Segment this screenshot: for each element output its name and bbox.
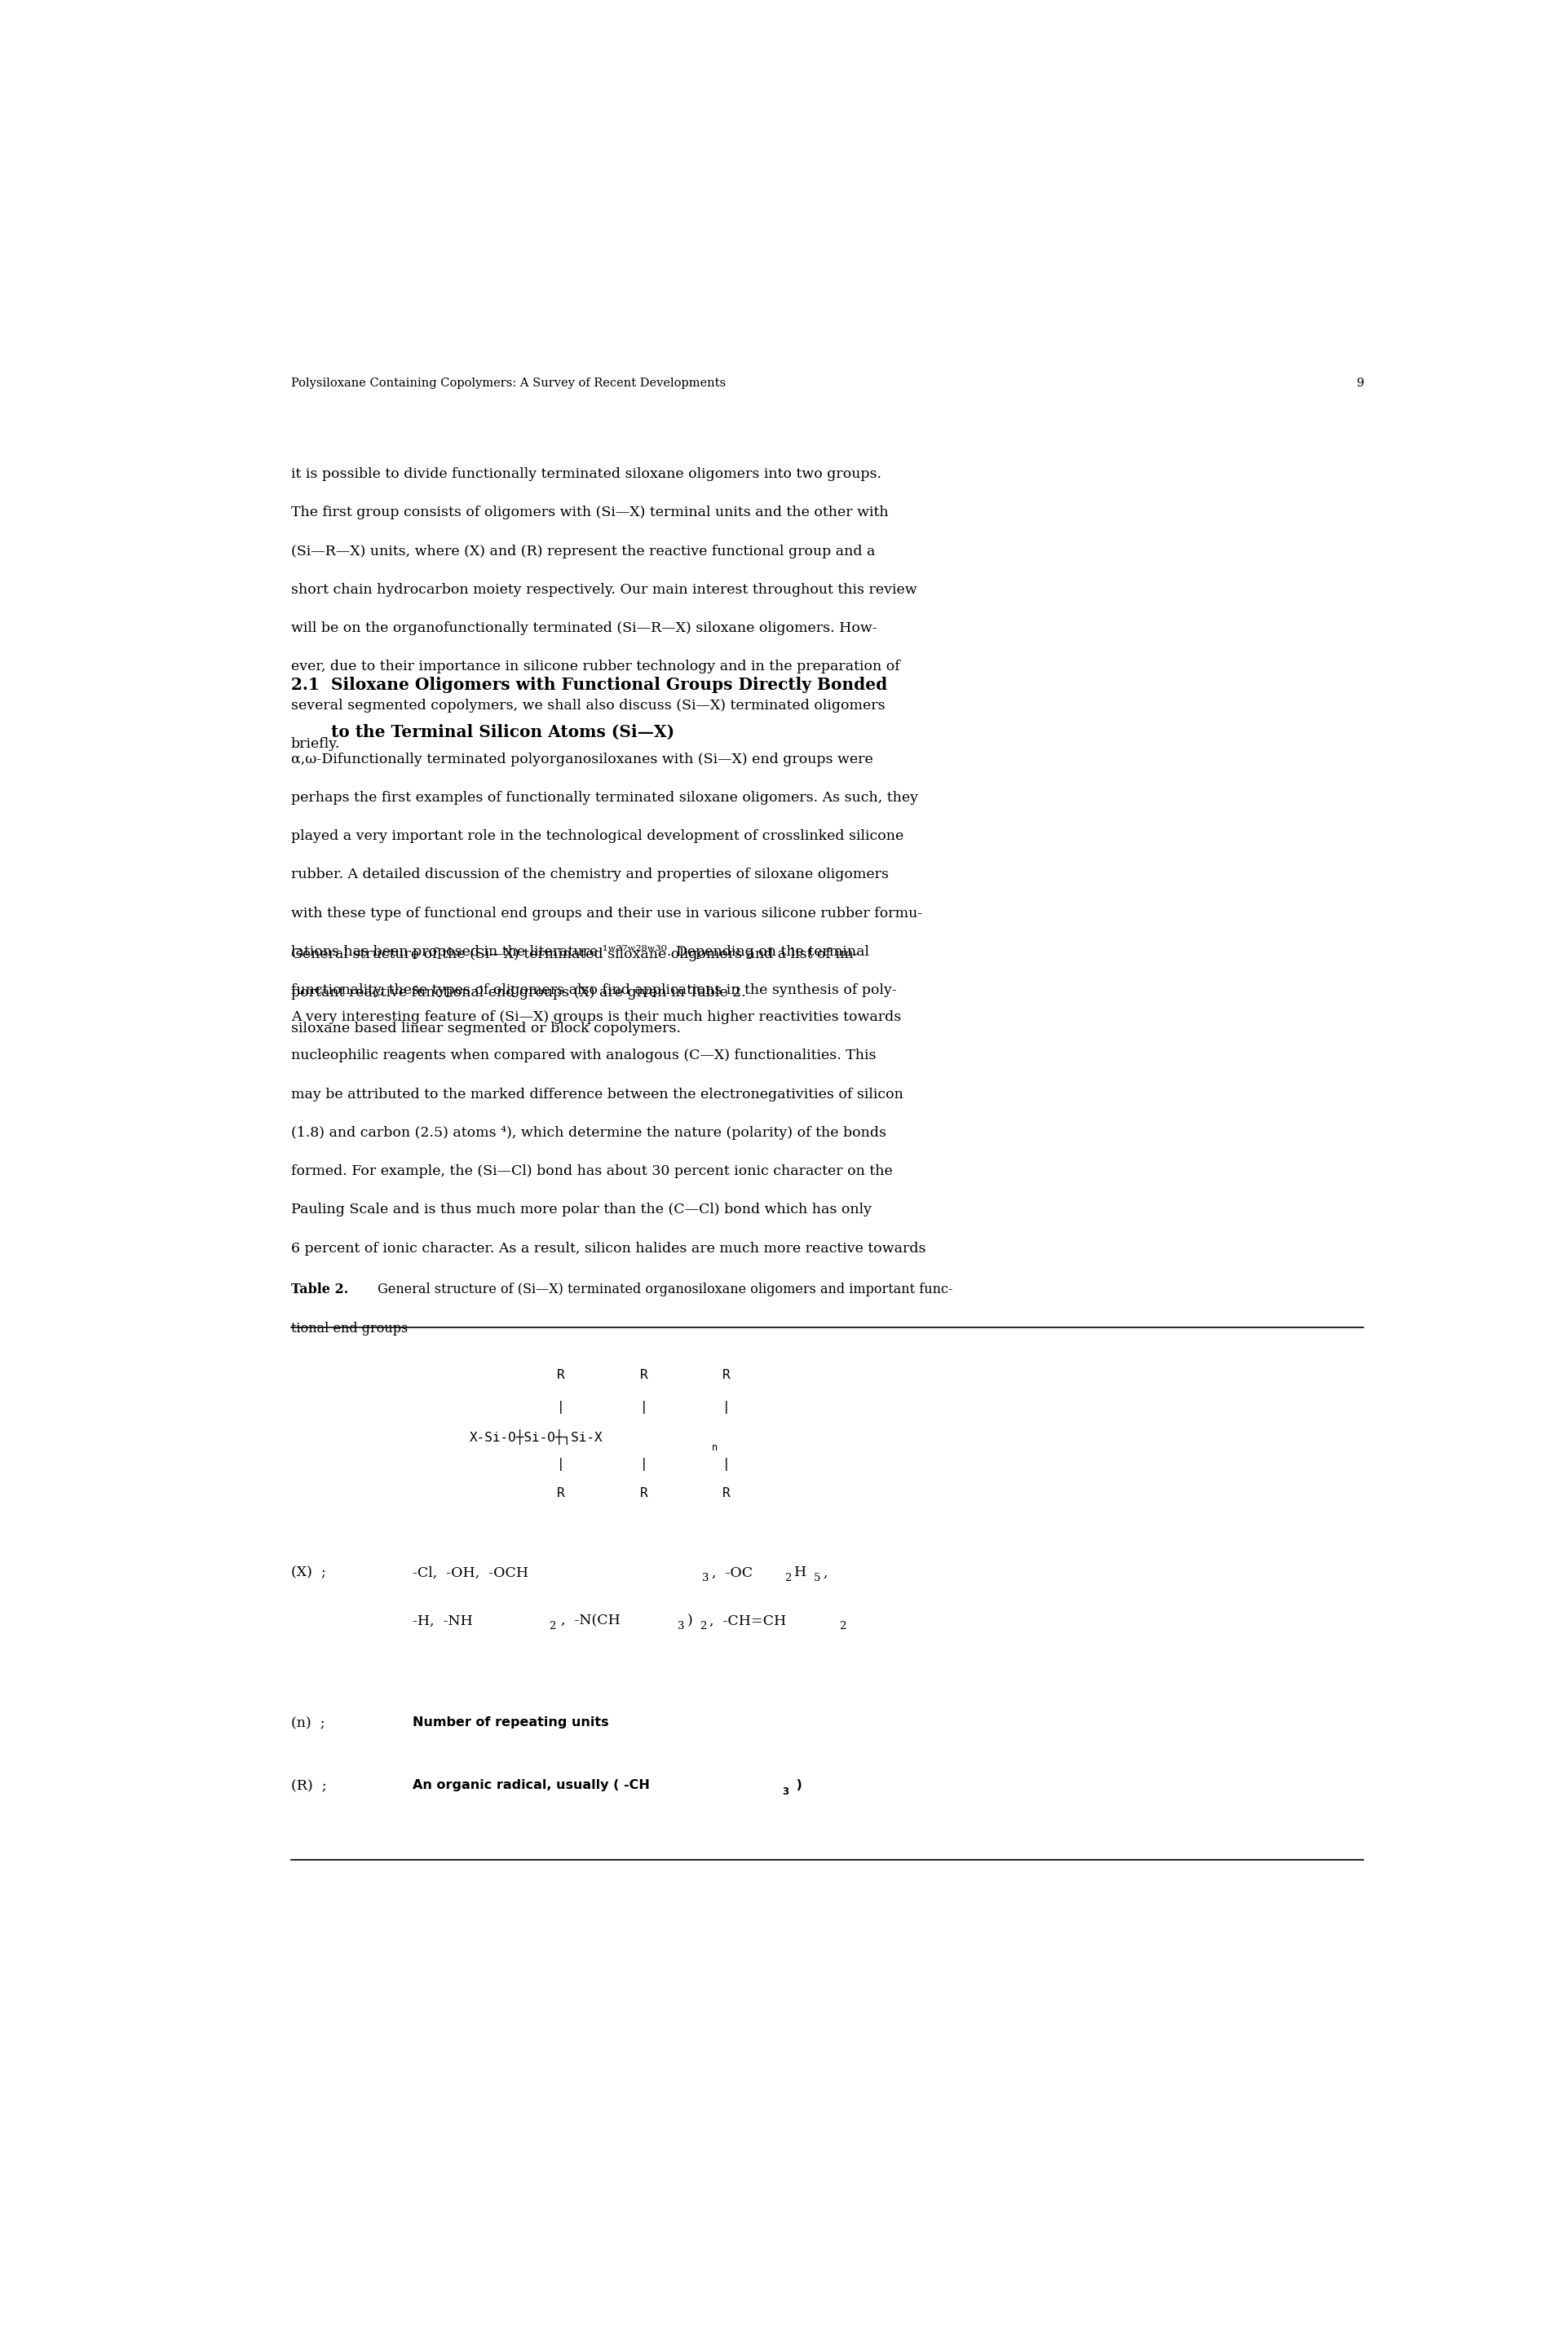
- Text: Polysiloxane Containing Copolymers: A Survey of Recent Developments: Polysiloxane Containing Copolymers: A Su…: [290, 377, 726, 389]
- Text: will be on the organofunctionally terminated (Si—R—X) siloxane oligomers. How-: will be on the organofunctionally termin…: [290, 621, 877, 635]
- Text: |: |: [557, 1459, 564, 1471]
- Text: A very interesting feature of (Si—X) groups is their much higher reactivities to: A very interesting feature of (Si—X) gro…: [290, 1010, 900, 1024]
- Text: with these type of functional end groups and their use in various silicone rubbe: with these type of functional end groups…: [290, 905, 922, 919]
- Text: n: n: [712, 1443, 717, 1452]
- Text: ): ): [687, 1615, 693, 1629]
- Text: 2.1  Siloxane Oligomers with Functional Groups Directly Bonded: 2.1 Siloxane Oligomers with Functional G…: [290, 677, 887, 693]
- Text: nucleophilic reagents when compared with analogous (C—X) functionalities. This: nucleophilic reagents when compared with…: [290, 1049, 875, 1063]
- Text: General structure of (Si—X) terminated organosiloxane oligomers and important fu: General structure of (Si—X) terminated o…: [373, 1282, 952, 1296]
- Text: (R)  ;: (R) ;: [290, 1778, 326, 1792]
- Text: 3: 3: [677, 1622, 684, 1631]
- Text: General structure of the (Si—X) terminated siloxane oligomers and a list of im-: General structure of the (Si—X) terminat…: [290, 947, 858, 961]
- Text: 5: 5: [814, 1573, 820, 1582]
- Text: 2: 2: [549, 1622, 555, 1631]
- Text: siloxane based linear segmented or block copolymers.: siloxane based linear segmented or block…: [290, 1022, 681, 1036]
- Text: lations has been proposed in the literature ¹ʷ²⁷ʷ²⁸ʷ³⁰. Depending on the termina: lations has been proposed in the literat…: [290, 945, 869, 959]
- Text: |: |: [721, 1401, 729, 1415]
- Text: (Si—R—X) units, where (X) and (R) represent the reactive functional group and a: (Si—R—X) units, where (X) and (R) repres…: [290, 545, 875, 558]
- Text: rubber. A detailed discussion of the chemistry and properties of siloxane oligom: rubber. A detailed discussion of the che…: [290, 868, 887, 882]
- Text: tional end groups: tional end groups: [290, 1322, 408, 1336]
- Text: R: R: [721, 1368, 729, 1380]
- Text: (X)  ;: (X) ;: [290, 1566, 326, 1580]
- Text: to the Terminal Silicon Atoms (Si—X): to the Terminal Silicon Atoms (Si—X): [290, 724, 674, 740]
- Text: α,ω-Difunctionally terminated polyorganosiloxanes with (Si—X) end groups were: α,ω-Difunctionally terminated polyorgano…: [290, 752, 872, 766]
- Text: 3: 3: [782, 1787, 789, 1796]
- Text: 9: 9: [1355, 377, 1363, 389]
- Text: |: |: [721, 1459, 729, 1471]
- Text: 2: 2: [839, 1622, 845, 1631]
- Text: ever, due to their importance in silicone rubber technology and in the preparati: ever, due to their importance in silicon…: [290, 661, 900, 675]
- Text: |: |: [640, 1459, 648, 1471]
- Text: portant reactive functional end groups (X) are given in Table 2.: portant reactive functional end groups (…: [290, 987, 745, 1001]
- Text: ,: ,: [823, 1566, 828, 1580]
- Text: short chain hydrocarbon moiety respectively. Our main interest throughout this r: short chain hydrocarbon moiety respectiv…: [290, 584, 916, 596]
- Text: ,  -CH=CH: , -CH=CH: [709, 1615, 786, 1629]
- Text: 2: 2: [784, 1573, 790, 1582]
- Text: ): ): [792, 1778, 801, 1792]
- Text: 2: 2: [699, 1622, 706, 1631]
- Text: Number of repeating units: Number of repeating units: [412, 1717, 608, 1729]
- Text: 3: 3: [701, 1573, 709, 1582]
- Text: ,  -OC: , -OC: [712, 1566, 753, 1580]
- Text: ,  -N(CH: , -N(CH: [561, 1615, 619, 1629]
- Text: R: R: [557, 1368, 564, 1380]
- Text: (1.8) and carbon (2.5) atoms ⁴), which determine the nature (polarity) of the bo: (1.8) and carbon (2.5) atoms ⁴), which d…: [290, 1126, 886, 1140]
- Text: (n)  ;: (n) ;: [290, 1717, 325, 1729]
- Text: Table 2.: Table 2.: [290, 1282, 348, 1296]
- Text: may be attributed to the marked difference between the electronegativities of si: may be attributed to the marked differen…: [290, 1087, 903, 1101]
- Text: R: R: [557, 1487, 564, 1499]
- Text: -Cl,  -OH,  -OCH: -Cl, -OH, -OCH: [412, 1566, 528, 1580]
- Text: several segmented copolymers, we shall also discuss (Si—X) terminated oligomers: several segmented copolymers, we shall a…: [290, 698, 884, 712]
- Text: it is possible to divide functionally terminated siloxane oligomers into two gro: it is possible to divide functionally te…: [290, 468, 881, 482]
- Text: H: H: [793, 1566, 806, 1580]
- Text: -H,  -NH: -H, -NH: [412, 1615, 472, 1629]
- Text: An organic radical, usually ( -CH: An organic radical, usually ( -CH: [412, 1778, 649, 1792]
- Text: |: |: [557, 1401, 564, 1415]
- Text: formed. For example, the (Si—Cl) bond has about 30 percent ionic character on th: formed. For example, the (Si—Cl) bond ha…: [290, 1164, 892, 1177]
- Text: X-Si-O┼Si-O┼┐Si-X: X-Si-O┼Si-O┼┐Si-X: [469, 1429, 602, 1445]
- Text: played a very important role in the technological development of crosslinked sil: played a very important role in the tech…: [290, 828, 903, 842]
- Text: Pauling Scale and is thus much more polar than the (C—Cl) bond which has only: Pauling Scale and is thus much more pola…: [290, 1203, 872, 1217]
- Text: The first group consists of oligomers with (Si—X) terminal units and the other w: The first group consists of oligomers wi…: [290, 505, 887, 519]
- Text: functionality, these types of oligomers also find applications in the synthesis : functionality, these types of oligomers …: [290, 984, 895, 998]
- Text: R: R: [721, 1487, 729, 1499]
- Text: 6 percent of ionic character. As a result, silicon halides are much more reactiv: 6 percent of ionic character. As a resul…: [290, 1240, 925, 1254]
- Text: R: R: [640, 1487, 648, 1499]
- Text: R: R: [640, 1368, 648, 1380]
- Text: briefly.: briefly.: [290, 738, 340, 752]
- Text: |: |: [640, 1401, 648, 1415]
- Text: perhaps the first examples of functionally terminated siloxane oligomers. As suc: perhaps the first examples of functional…: [290, 791, 917, 805]
